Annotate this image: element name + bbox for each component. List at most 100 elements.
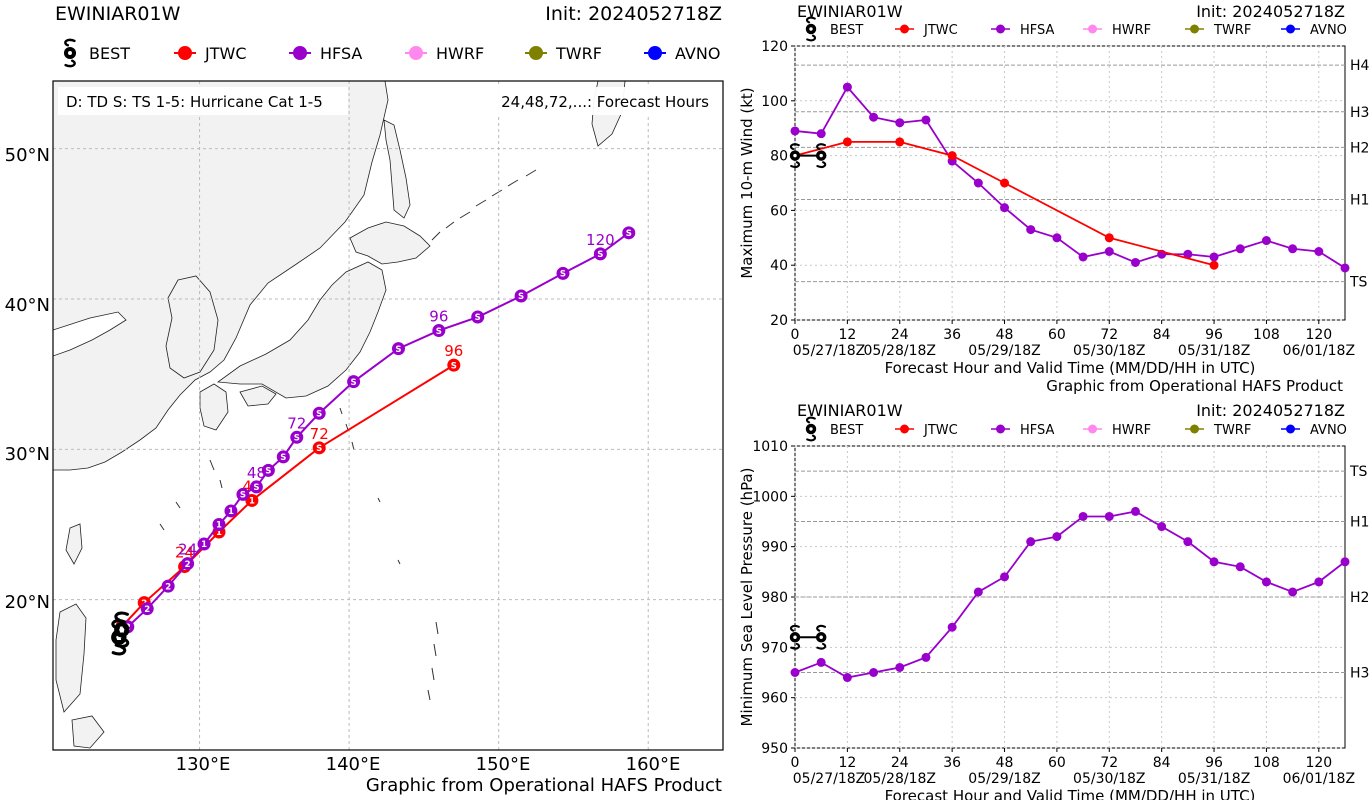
map-legend: BEST JTWC HFSA HWRF TWRF AVNO: [63, 38, 720, 68]
best-track-category: 1: [116, 633, 122, 642]
chart-legend-avno: AVNO: [1281, 423, 1347, 438]
hfsa-track-point: [161, 579, 175, 593]
chart-legend-marker: [1088, 24, 1097, 34]
visayas: [71, 715, 105, 749]
lat-label-40: 40°N: [5, 295, 50, 316]
series-point: [1157, 522, 1167, 532]
hfsa-track-category: S: [518, 292, 524, 302]
series-point: [1261, 236, 1271, 246]
series-point: [1000, 572, 1010, 582]
hurricane-icon: [789, 624, 801, 650]
hfsa-track-hour-label: 120: [586, 231, 615, 249]
x-date-label: 05/29/18Z: [968, 771, 1040, 787]
x-tick-label: 120: [1305, 327, 1332, 343]
series-point: [1104, 233, 1114, 243]
legend-marker: [293, 46, 307, 60]
x-tick-label: 24: [891, 755, 909, 771]
series-point: [1209, 252, 1219, 262]
series-point: [947, 622, 957, 632]
chart-legend-marker: [1190, 424, 1199, 434]
korea: [165, 275, 219, 379]
map-key: D: TD S: TS 1-5: Hurricane Cat 1-5: [66, 93, 323, 111]
x-axis-label: Forecast Hour and Valid Time (MM/DD/HH i…: [885, 359, 1256, 377]
mainland-asia: [53, 81, 389, 471]
chart-legend-label: AVNO: [1310, 23, 1347, 38]
hurricane-icon: [63, 38, 77, 68]
chart-legend-label: JTWC: [923, 423, 958, 438]
map-hours-key-box: [492, 87, 718, 115]
taiwan: [65, 523, 83, 565]
jtwc-track-category: 1: [216, 528, 222, 538]
chart-legend-label: JTWC: [923, 23, 958, 38]
hfsa-track-category: 2: [144, 605, 150, 615]
x-date-label: 05/27/18Z: [793, 771, 865, 787]
hfsa-track-point: [276, 450, 290, 464]
legend-label: AVNO: [675, 44, 720, 63]
chart-legend-label: BEST: [830, 423, 863, 438]
threshold-label: H2: [1350, 590, 1369, 606]
series-point: [1104, 247, 1114, 256]
chart-legend-twrf: TWRF: [1185, 23, 1251, 38]
y-tick-label: 100: [761, 94, 788, 110]
chart-legend-jtwc: JTWC: [895, 423, 958, 438]
legend-label: JTWC: [204, 44, 246, 63]
hfsa-track-point: [622, 226, 636, 240]
series-point: [895, 118, 905, 128]
series-point: [1130, 257, 1140, 267]
hurricane-icon: [805, 416, 817, 442]
jtwc-track-hour-label: 72: [310, 425, 329, 443]
series-point: [973, 587, 983, 597]
jtwc-track-point: [312, 441, 326, 455]
jtwc-track-category: 1: [249, 497, 255, 507]
series-point: [842, 137, 852, 147]
chart-legend-marker: [1286, 24, 1295, 34]
chart-legend-label: TWRF: [1213, 423, 1251, 438]
x-tick-label: 108: [1253, 755, 1280, 771]
chart-gridlines: [794, 45, 1345, 321]
series-point: [1288, 244, 1298, 254]
hfsa-track-category: S: [395, 345, 401, 355]
x-date-label: 05/31/18Z: [1178, 771, 1250, 787]
hfsa-track-point: [432, 324, 446, 338]
lon-label-140: 140°E: [326, 754, 381, 775]
threshold-label: H1: [1350, 192, 1369, 208]
chart-legend-hfsa: HFSA: [991, 23, 1055, 38]
hfsa-track-point: [212, 517, 226, 531]
x-tick-label: 120: [1305, 755, 1332, 771]
series-point: [1235, 244, 1245, 254]
hfsa-track-hour-label: 24: [178, 541, 197, 559]
x-date-label: 05/30/18Z: [1073, 343, 1145, 359]
map-gridlines: [53, 81, 723, 750]
chart-legend-marker: [996, 424, 1005, 434]
map-storm-title: EWINIAR01W: [55, 3, 181, 25]
x-tick-label: 12: [838, 755, 856, 771]
legend-item-best: BEST: [63, 38, 130, 68]
y-tick-label: 960: [761, 691, 788, 707]
hfsa-track-point: [514, 289, 528, 303]
series-point: [1130, 506, 1140, 516]
x-date-label: 05/31/18Z: [1178, 343, 1250, 359]
series-point: [1078, 252, 1088, 262]
threshold-label: H3: [1350, 666, 1369, 682]
hfsa-track-point: [312, 406, 326, 420]
chart-gridlines: [794, 445, 1345, 749]
chart-legend-label: TWRF: [1213, 23, 1251, 38]
y-tick-label: 990: [761, 540, 788, 556]
series-point: [1314, 577, 1324, 587]
x-tick-label: 108: [1253, 327, 1280, 343]
y-tick-label: 40: [770, 258, 788, 274]
series-point: [1183, 537, 1193, 547]
hfsa-track-category: S: [597, 250, 603, 260]
chart-frame: [794, 45, 1346, 321]
x-date-label: 05/28/18Z: [864, 343, 936, 359]
map-init-title: Init: 2024052718Z: [545, 3, 722, 25]
threshold-label: TS: [1349, 464, 1368, 480]
hfsa-track-point: [593, 247, 607, 261]
hfsa-track-point: [347, 375, 361, 389]
hfsa-track-point: [556, 266, 570, 280]
hfsa-track-point: [290, 430, 304, 444]
chart-legend-jtwc: JTWC: [895, 23, 958, 38]
kyushu: [199, 383, 229, 431]
legend-item-jtwc: JTWC: [174, 44, 246, 63]
